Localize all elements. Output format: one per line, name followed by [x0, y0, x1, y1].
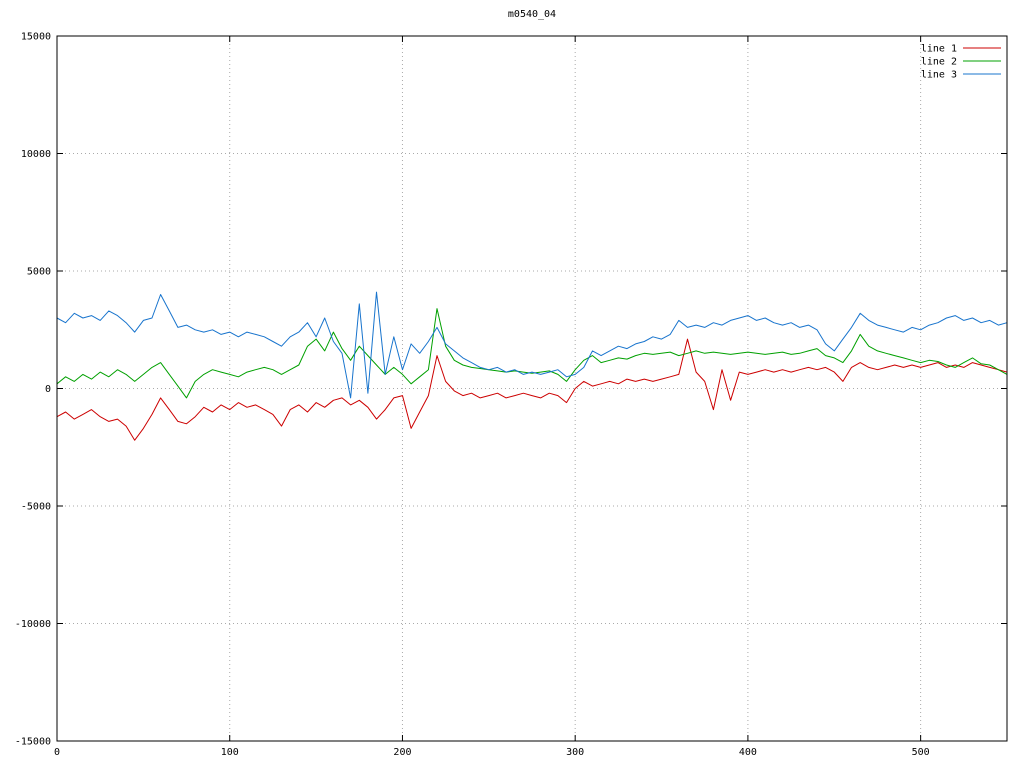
x-tick-label: 100: [221, 747, 239, 758]
y-tick-label: 5000: [27, 267, 51, 278]
chart-title: m0540_04: [507, 9, 557, 20]
y-tick-label: 0: [45, 384, 51, 395]
y-tick-label: -10000: [15, 619, 51, 630]
x-tick-label: 500: [912, 747, 930, 758]
x-tick-label: 400: [739, 747, 757, 758]
y-tick-label: -5000: [21, 502, 51, 513]
y-tick-label: 15000: [21, 32, 51, 43]
legend-label: line 1: [921, 44, 957, 55]
series-line-2: [56, 308, 1008, 399]
x-tick-label: 300: [566, 747, 584, 758]
x-tick-label: 200: [393, 747, 411, 758]
series-line-3: [56, 291, 1008, 399]
plot-border: [56, 35, 1008, 742]
legend-label: line 3: [921, 70, 957, 81]
series-line-1: [56, 338, 1008, 441]
x-tick-label: 0: [54, 747, 60, 758]
y-tick-label: -15000: [15, 737, 51, 748]
y-tick-label: 10000: [21, 149, 51, 160]
legend-label: line 2: [921, 57, 957, 68]
